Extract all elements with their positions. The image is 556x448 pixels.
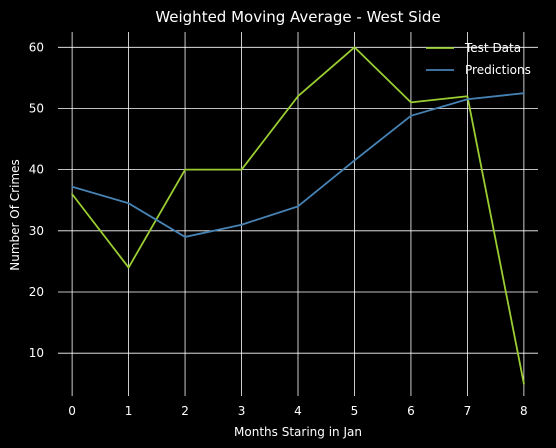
x-tick-label-4: 4 (294, 404, 302, 418)
legend-label-test-data: Test Data (464, 41, 521, 55)
chart-title: Weighted Moving Average - West Side (155, 8, 440, 26)
legend: Test Data Predictions (426, 41, 531, 77)
y-axis-label: Number Of Crimes (8, 159, 22, 270)
series-lines (71, 46, 525, 385)
y-tick-label-60: 60 (29, 40, 44, 54)
y-tick-label-30: 30 (29, 224, 44, 238)
x-tick-label-2: 2 (181, 404, 189, 418)
x-tick-label-7: 7 (464, 404, 472, 418)
legend-label-predictions: Predictions (465, 63, 531, 77)
x-tick-label-0: 0 (68, 404, 76, 418)
x-axis-label: Months Staring in Jan (234, 425, 362, 439)
y-tick-label-40: 40 (29, 163, 44, 177)
y-tick-label-20: 20 (29, 285, 44, 299)
tick-labels: 0 1 2 3 4 5 6 7 8 10 20 30 40 50 60 (29, 40, 528, 418)
series-line-test-data (71, 46, 525, 385)
y-tick-label-50: 50 (29, 101, 44, 115)
grid (58, 32, 538, 396)
x-tick-label-1: 1 (125, 404, 133, 418)
x-tick-label-3: 3 (238, 404, 246, 418)
x-tick-label-8: 8 (520, 404, 528, 418)
x-tick-label-5: 5 (351, 404, 359, 418)
x-tick-label-6: 6 (407, 404, 415, 418)
series-line-predictions (71, 92, 525, 238)
y-tick-label-10: 10 (29, 346, 44, 360)
